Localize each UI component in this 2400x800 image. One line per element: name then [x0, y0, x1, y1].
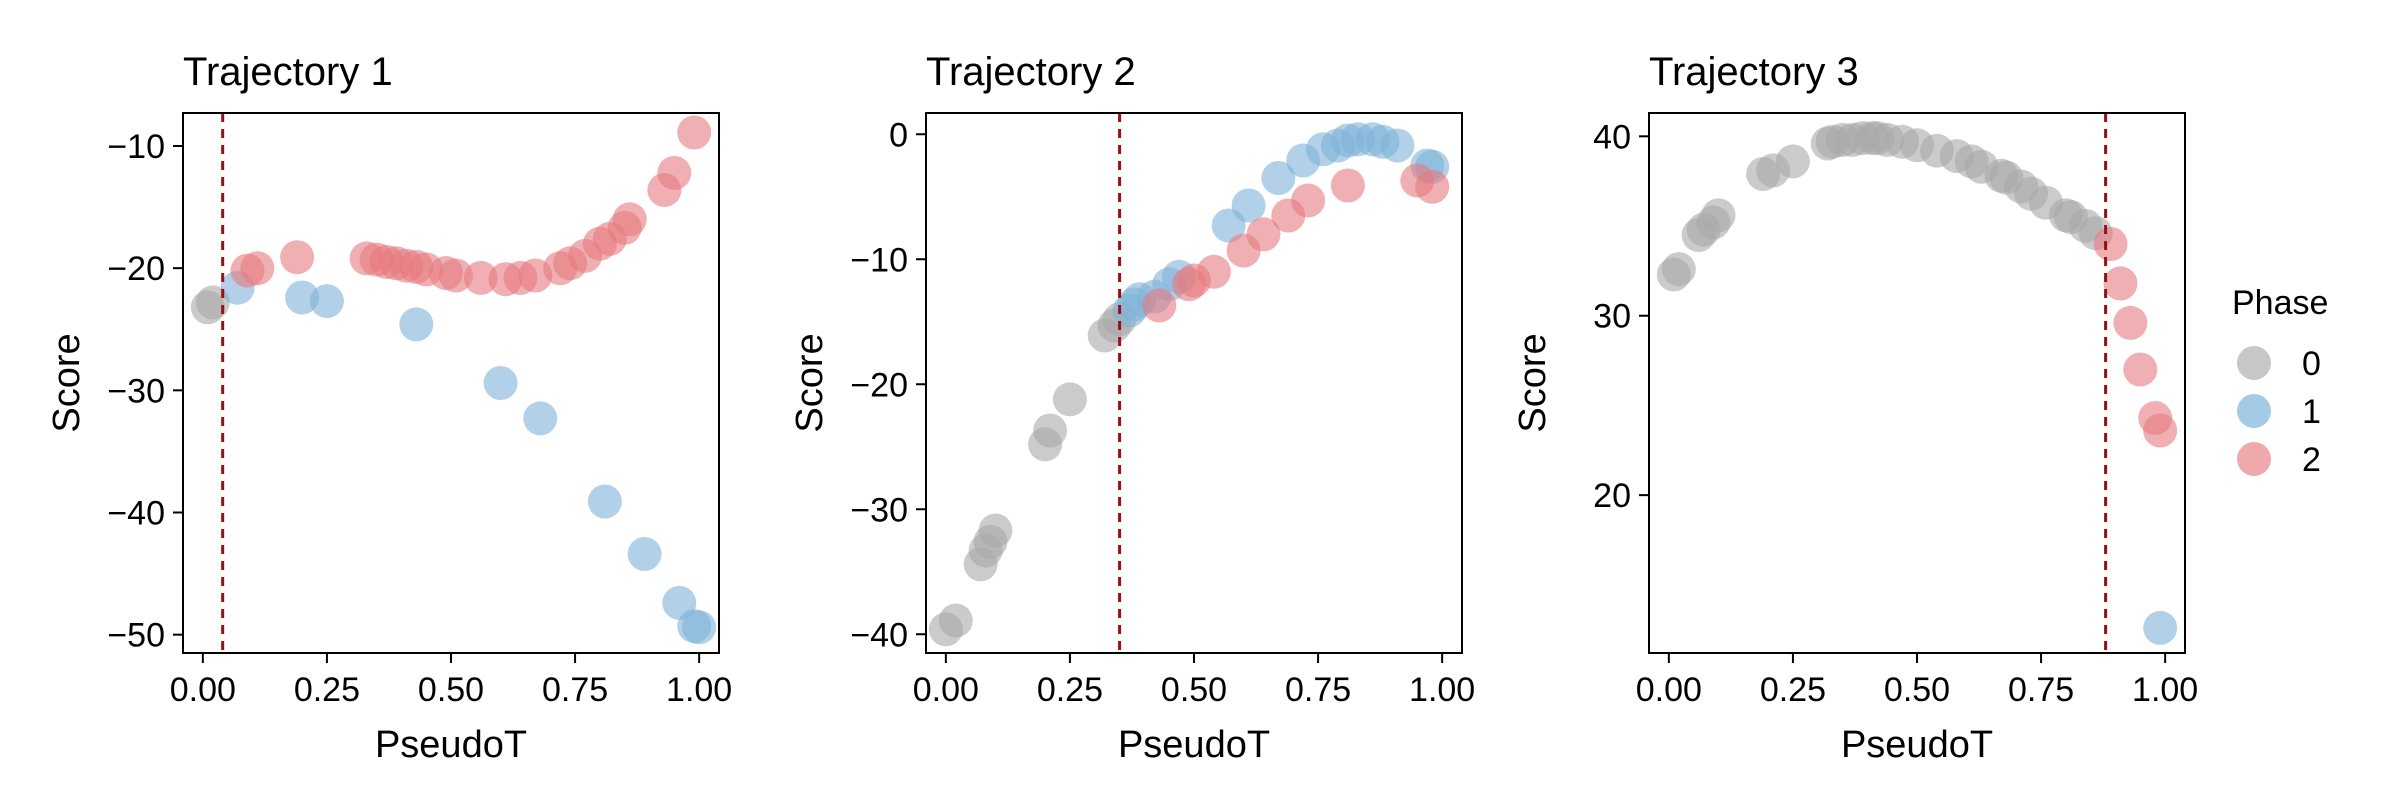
points-layer: [928, 122, 1450, 647]
panel-title: Trajectory 3: [1649, 50, 1859, 94]
x-tick-label: 0.75: [2008, 671, 2074, 709]
data-point-phase-2: [2113, 305, 2148, 340]
y-tick-label: −50: [107, 617, 165, 655]
data-point-phase-2: [1196, 254, 1231, 289]
data-point-phase-0: [1775, 144, 1810, 179]
legend-label: 0: [2302, 345, 2321, 383]
y-tick-label: −10: [107, 128, 165, 166]
plot-frame: [182, 112, 720, 654]
x-tick-label: 0.50: [418, 671, 484, 709]
y-axis-title: Score: [1512, 333, 1554, 432]
x-tick-label: 0.00: [1636, 671, 1702, 709]
data-point-phase-1: [1231, 188, 1266, 223]
points-layer: [190, 115, 717, 645]
points-layer: [1656, 121, 2178, 645]
y-tick-label: 20: [1593, 477, 1631, 515]
x-tick-label: 1.00: [666, 671, 732, 709]
y-tick-label: −40: [107, 495, 165, 533]
data-point-phase-2: [1142, 288, 1177, 323]
x-tick-label: 0.50: [1161, 671, 1227, 709]
data-point-phase-2: [463, 260, 498, 295]
data-point-phase-0: [1033, 413, 1068, 448]
data-point-phase-2: [677, 115, 712, 150]
legend-label: 2: [2302, 441, 2321, 479]
data-point-phase-1: [1380, 128, 1415, 163]
legend-label: 1: [2302, 393, 2321, 431]
data-point-phase-2: [280, 240, 315, 275]
data-point-phase-2: [2143, 413, 2178, 448]
x-axis-title: PseudoT: [1118, 724, 1270, 766]
x-tick-label: 0.50: [1884, 671, 1950, 709]
legend-title: Phase: [2232, 284, 2328, 322]
data-point-phase-1: [523, 401, 558, 436]
y-tick-label: −30: [850, 491, 908, 529]
y-tick-label: 30: [1593, 298, 1631, 336]
x-tick-label: 1.00: [1409, 671, 1475, 709]
data-point-phase-2: [1246, 217, 1281, 252]
legend-key-phase-2: [2237, 442, 2271, 476]
legend-key-phase-0: [2237, 346, 2271, 380]
data-point-phase-1: [483, 366, 518, 400]
data-point-phase-2: [612, 202, 647, 237]
data-point-phase-1: [399, 307, 434, 342]
data-point-phase-1: [587, 484, 622, 519]
data-point-phase-2: [657, 155, 692, 190]
panel-title: Trajectory 1: [183, 50, 393, 94]
data-point-phase-2: [1330, 168, 1365, 203]
data-point-phase-1: [1261, 161, 1296, 195]
x-tick-label: 0.25: [294, 671, 360, 709]
data-point-phase-2: [439, 258, 473, 293]
panel-trajectory-2: Trajectory 2 0.00 0.25 0.50 0.75 1.00 −40 −30 −…: [789, 50, 1475, 766]
y-tick-label: −20: [850, 366, 908, 404]
data-point-phase-0: [938, 603, 973, 638]
data-point-phase-1: [285, 280, 320, 315]
data-point-phase-1: [2143, 610, 2178, 645]
data-point-phase-2: [240, 251, 275, 286]
data-point-phase-2: [2123, 352, 2158, 387]
x-tick-label: 0.75: [542, 671, 608, 709]
x-tick-label: 0.75: [1285, 671, 1351, 709]
x-tick-label: 1.00: [2132, 671, 2198, 709]
y-tick-label: −10: [850, 241, 908, 279]
data-point-phase-2: [1415, 169, 1450, 204]
data-point-phase-2: [2093, 227, 2128, 261]
data-point-phase-1: [682, 610, 717, 645]
y-tick-label: −30: [107, 372, 165, 410]
legend-item: 1: [2237, 393, 2321, 431]
data-point-phase-2: [1291, 183, 1326, 218]
data-point-phase-0: [1661, 252, 1696, 287]
plot-frame: [925, 112, 1463, 654]
x-tick-label: 0.00: [170, 671, 236, 709]
legend-key-phase-1: [2237, 394, 2271, 428]
data-point-phase-1: [309, 284, 344, 319]
x-axis-title: PseudoT: [1841, 724, 1993, 766]
y-axis-title: Score: [789, 333, 831, 432]
data-point-phase-0: [1701, 198, 1736, 233]
x-axis-title: PseudoT: [375, 724, 527, 766]
data-point-phase-1: [627, 537, 662, 571]
data-point-phase-0: [1052, 382, 1087, 417]
panel-trajectory-1: Trajectory 1 0.00 0.25 0.50 0.75 1.00 −50 −40 −…: [46, 50, 732, 766]
x-tick-label: 0.00: [913, 671, 979, 709]
legend-item: 2: [2237, 441, 2321, 479]
data-point-phase-2: [2103, 266, 2138, 301]
y-tick-label: −40: [850, 616, 908, 654]
panel-title: Trajectory 2: [926, 50, 1136, 94]
data-point-phase-0: [978, 513, 1013, 548]
y-axis-title: Score: [46, 333, 88, 432]
legend-item: 0: [2237, 345, 2321, 383]
y-tick-label: 40: [1593, 118, 1631, 156]
x-tick-label: 0.25: [1037, 671, 1103, 709]
x-tick-label: 0.25: [1760, 671, 1826, 709]
panel-trajectory-3: Trajectory 3 0.00 0.25 0.50 0.75 1.00 20 30 40 P…: [1512, 50, 2198, 766]
y-tick-label: −20: [107, 250, 165, 288]
legend: Phase 0 1 2: [2232, 284, 2328, 479]
y-tick-label: 0: [889, 116, 908, 154]
